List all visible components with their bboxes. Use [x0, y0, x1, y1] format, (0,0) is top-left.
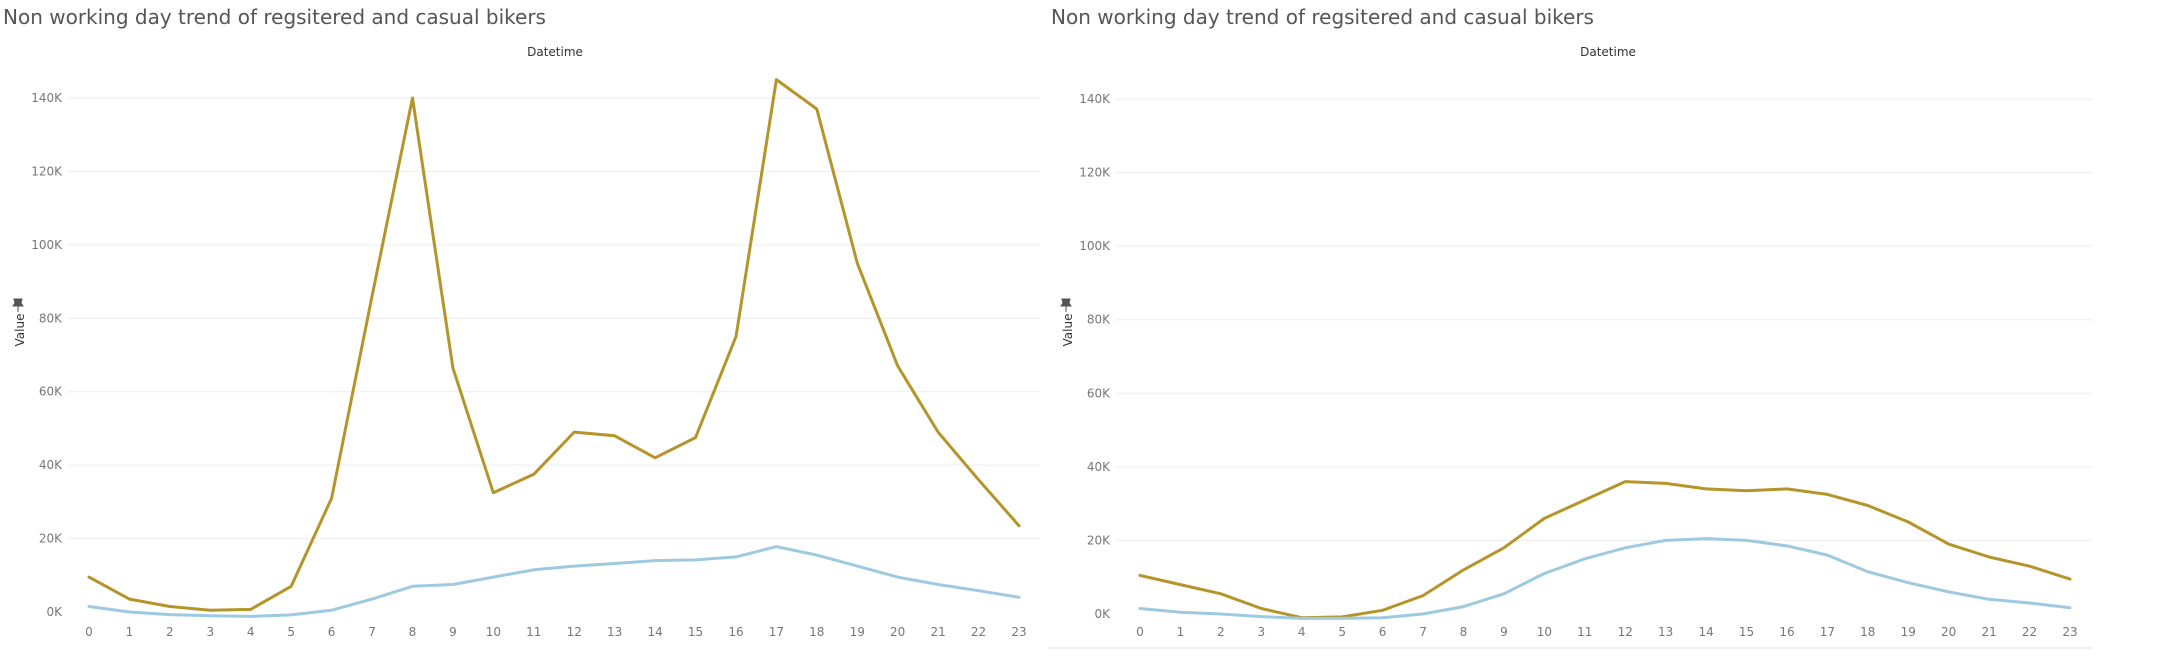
x-tick-label: 19: [1901, 625, 1916, 639]
x-tick-label: 15: [688, 625, 703, 639]
x-axis-title: Datetime: [1580, 45, 1636, 59]
x-tick-label: 10: [486, 625, 501, 639]
x-tick-label: 12: [567, 625, 582, 639]
x-tick-label: 23: [1011, 625, 1026, 639]
pin-icon-shape: [12, 298, 24, 312]
x-tick-label: 19: [850, 625, 865, 639]
chart-panel-right: Non working day trend of regsitered and …: [1048, 0, 2172, 664]
x-tick-label: 2: [166, 625, 174, 639]
x-tick-label: 20: [1941, 625, 1956, 639]
y-tick-label: 140K: [1079, 92, 1111, 106]
x-tick-label: 6: [1379, 625, 1387, 639]
series-line-1: [1138, 537, 2072, 620]
x-tick-label: 11: [1577, 625, 1592, 639]
pin-icon: [1060, 298, 1072, 312]
x-tick-label: 3: [206, 625, 214, 639]
y-tick-label: 40K: [39, 458, 63, 472]
y-tick-label: 80K: [1087, 313, 1111, 327]
y-tick-label: 100K: [31, 238, 63, 252]
x-tick-label: 1: [1177, 625, 1185, 639]
x-tick-label: 18: [809, 625, 824, 639]
x-tick-label: 0: [1136, 625, 1144, 639]
x-tick-label: 13: [1658, 625, 1673, 639]
pin-icon-shape: [1060, 298, 1072, 312]
x-tick-label: 8: [1460, 625, 1468, 639]
pin-icon: [12, 298, 24, 312]
x-tick-label: 20: [890, 625, 905, 639]
chart-title: Non working day trend of regsitered and …: [1051, 5, 1594, 29]
x-tick-label: 6: [328, 625, 336, 639]
series-line-0: [1138, 480, 2072, 620]
x-tick-label: 15: [1739, 625, 1754, 639]
x-tick-label: 8: [409, 625, 417, 639]
chart-title: Non working day trend of regsitered and …: [3, 5, 546, 29]
x-tick-label: 12: [1618, 625, 1633, 639]
x-tick-label: 9: [1500, 625, 1508, 639]
y-axis-title: Value: [13, 314, 27, 347]
y-tick-label: 120K: [31, 164, 63, 178]
x-tick-label: 10: [1537, 625, 1552, 639]
y-tick-label: 40K: [1087, 460, 1111, 474]
x-tick-label: 5: [1338, 625, 1346, 639]
x-tick-label: 13: [607, 625, 622, 639]
x-tick-label: 4: [247, 625, 255, 639]
x-tick-label: 16: [728, 625, 743, 639]
x-tick-label: 18: [1860, 625, 1875, 639]
y-axis-title-group: Value: [1061, 314, 1075, 347]
y-axis-title-group: Value: [13, 314, 27, 347]
line-chart-right: Datetime Value 0K 20K 40K 60K 80K 100K 120K 140K 0…: [1048, 45, 2092, 649]
x-tick-label: 3: [1257, 625, 1265, 639]
x-tick-label: 5: [287, 625, 295, 639]
series-line-1: [87, 545, 1021, 618]
x-tick-label: 17: [1820, 625, 1835, 639]
series-line-0: [87, 78, 1021, 612]
y-tick-label: 0K: [46, 605, 63, 619]
x-tick-label: 7: [1419, 625, 1427, 639]
x-tick-label: 23: [2062, 625, 2077, 639]
x-tick-label: 14: [647, 625, 662, 639]
x-tick-label: 22: [971, 625, 986, 639]
x-tick-label: 14: [1698, 625, 1713, 639]
x-tick-label: 16: [1779, 625, 1794, 639]
x-tick-label: 21: [1981, 625, 1996, 639]
x-tick-label: 22: [2022, 625, 2037, 639]
chart-panel-left: Non working day trend of regsitered and …: [0, 0, 1048, 664]
y-tick-label: 20K: [1087, 533, 1111, 547]
y-tick-label: 120K: [1079, 166, 1111, 180]
x-tick-label: 17: [769, 625, 784, 639]
y-tick-label: 100K: [1079, 239, 1111, 253]
y-tick-label: 20K: [39, 532, 63, 546]
y-tick-label: 80K: [39, 311, 63, 325]
x-tick-label: 0: [85, 625, 93, 639]
y-axis-title: Value: [1061, 314, 1075, 347]
x-tick-label: 7: [368, 625, 376, 639]
x-tick-label: 9: [449, 625, 457, 639]
y-tick-label: 60K: [39, 385, 63, 399]
x-axis-title: Datetime: [527, 45, 583, 59]
line-chart-left: Datetime Value 0K 20K 40K 60K 80K 100K 120K 140K 0…: [12, 45, 1040, 639]
y-tick-label: 140K: [31, 91, 63, 105]
x-tick-label: 21: [930, 625, 945, 639]
x-tick-label: 1: [126, 625, 134, 639]
y-tick-label: 60K: [1087, 386, 1111, 400]
y-tick-label: 0K: [1094, 607, 1111, 621]
x-tick-label: 4: [1298, 625, 1306, 639]
x-tick-label: 11: [526, 625, 541, 639]
x-tick-label: 2: [1217, 625, 1225, 639]
